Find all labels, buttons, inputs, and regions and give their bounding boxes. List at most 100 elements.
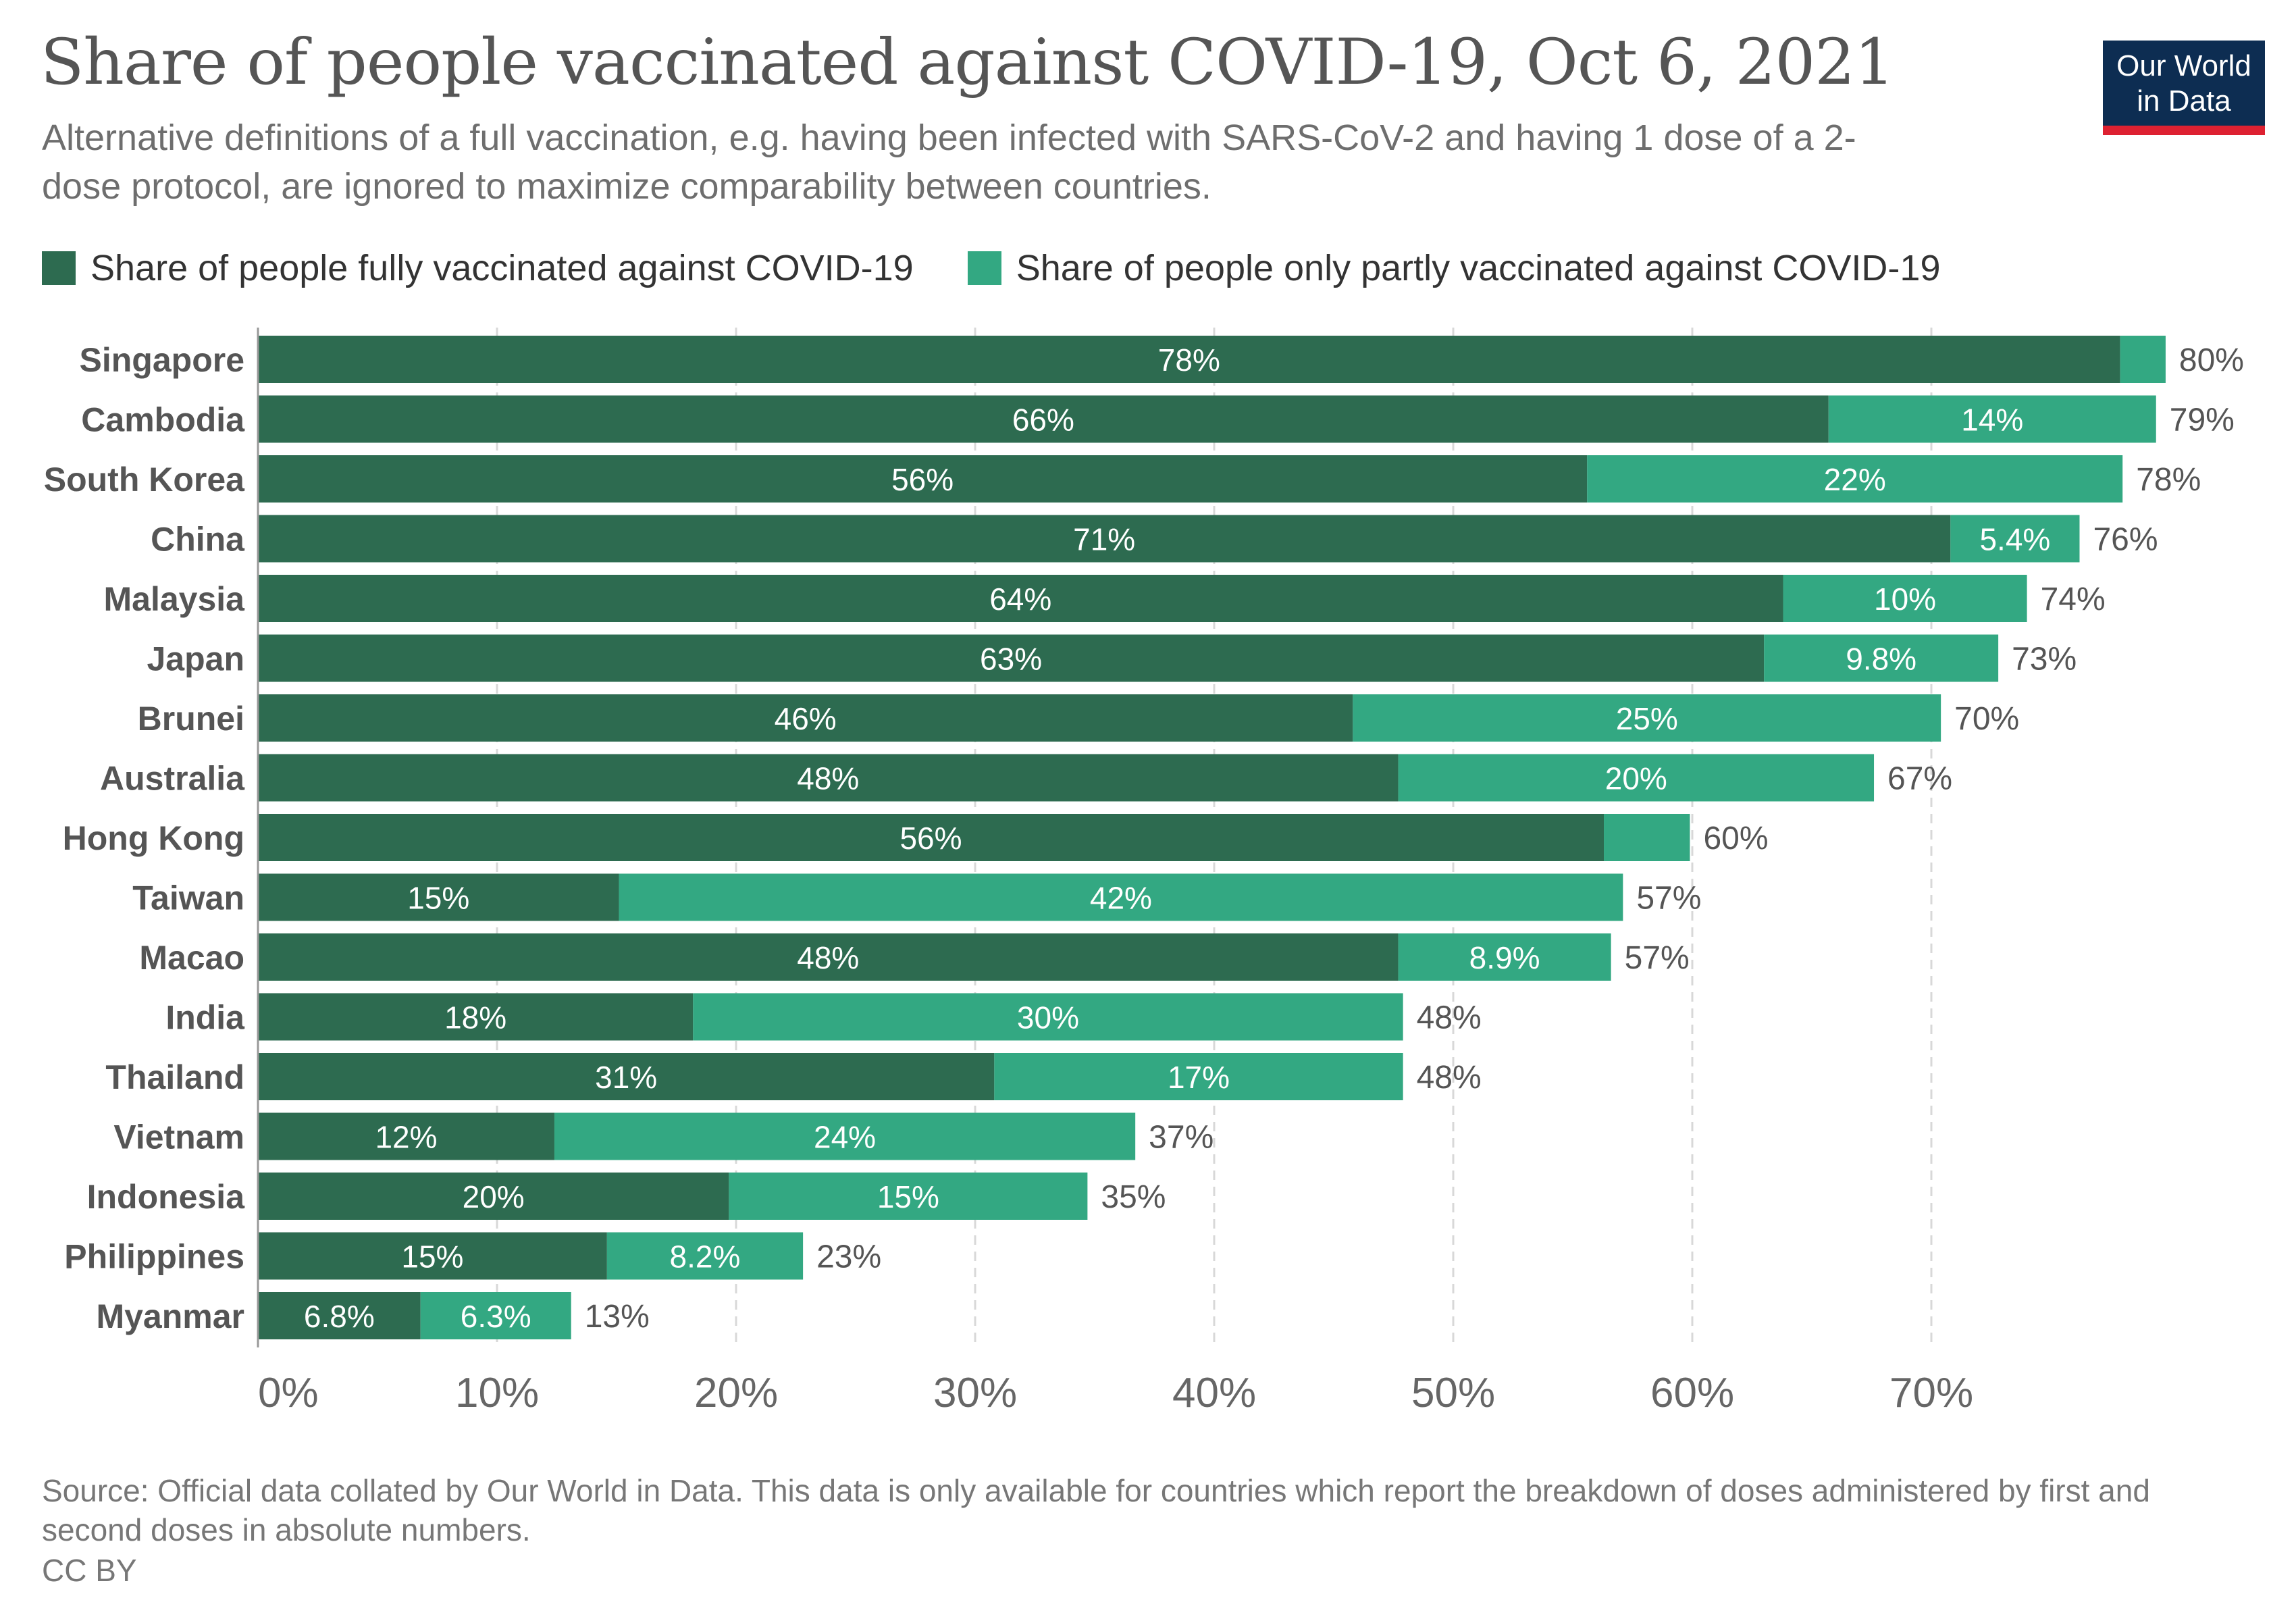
source-note: Source: Official data collated by Our Wo… [42,1473,2150,1547]
x-tick-label: 60% [1650,1370,1734,1416]
legend-label-fully: Share of people fully vaccinated against… [90,248,914,288]
legend-item-fully[interactable]: Share of people fully vaccinated against… [42,247,914,289]
category-label: Malaysia [104,580,246,618]
category-label: Taiwan [132,879,244,917]
category-label: Singapore [80,341,244,379]
bar-label-partly: 20% [1605,761,1667,796]
bar-label-partly: 5.4% [1979,522,2050,557]
bar-partly[interactable] [729,1173,1088,1220]
total-label: 37% [1149,1120,1214,1156]
bar-fully[interactable] [258,395,1829,443]
bar-partly[interactable] [420,1292,571,1339]
legend-label-partly: Share of people only partly vaccinated a… [1016,248,1941,288]
bar-partly[interactable] [1398,933,1611,981]
bar-label-fully: 56% [899,821,962,856]
total-label: 35% [1101,1179,1166,1215]
total-label: 73% [2012,642,2077,677]
chart-subtitle: Alternative definitions of a full vaccin… [42,118,1856,207]
bar-partly[interactable] [1828,395,2156,443]
total-label: 60% [1703,821,1768,856]
bar-label-partly: 25% [1616,701,1678,736]
bar-partly[interactable] [994,1053,1403,1100]
bar-label-fully: 48% [797,940,859,975]
logo-line-2: in Data [2137,84,2231,118]
legend: Share of people fully vaccinated against… [42,245,1994,292]
bar-label-partly: 8.9% [1469,940,1540,975]
bar-label-partly: 6.3% [461,1299,531,1334]
bar-fully[interactable] [258,1232,607,1280]
bar-label-partly: 8.2% [670,1239,741,1275]
bar-label-fully: 20% [463,1179,525,1214]
bar-label-fully: 71% [1073,522,1135,557]
total-label: 80% [2179,342,2244,378]
bar-label-fully: 18% [444,1000,506,1035]
bar-partly[interactable] [1950,515,2080,563]
bar-fully[interactable] [258,1112,554,1160]
category-label: Thailand [105,1058,244,1096]
bar-fully[interactable] [258,575,1783,622]
bar-partly[interactable] [693,993,1403,1041]
bar-label-partly: 9.8% [1846,642,1916,677]
bar-partly[interactable] [554,1112,1136,1160]
total-label: 70% [1954,701,2019,737]
bar-partly[interactable] [2120,336,2166,383]
bar-label-partly: 14% [1961,403,2023,438]
bar-label-fully: 15% [401,1239,463,1275]
bar-partly[interactable] [1783,575,2027,622]
category-label: Macao [139,939,244,977]
x-tick-label: 50% [1411,1370,1495,1416]
bar-label-fully: 46% [775,701,837,736]
category-label: Vietnam [113,1118,244,1156]
bar-label-fully: 63% [980,642,1042,677]
bar-partly[interactable] [1587,455,2123,503]
total-label: 78% [2136,462,2201,498]
bar-fully[interactable] [258,634,1765,682]
total-label: 48% [1417,1000,1482,1036]
bar-label-partly: 42% [1090,881,1152,916]
bar-partly[interactable] [1604,814,1690,861]
bar-label-fully: 78% [1158,342,1220,378]
category-label: South Korea [44,461,245,498]
bar-label-fully: 56% [891,462,954,497]
legend-swatch-partly [967,251,1001,285]
category-label: India [165,999,245,1037]
total-label: 23% [816,1239,881,1275]
category-label: Australia [100,760,245,798]
x-tick-label: 20% [694,1370,778,1416]
category-label: Indonesia [87,1178,246,1216]
bar-fully[interactable] [258,336,2120,383]
bar-partly[interactable] [1398,754,1875,802]
bar-label-fully: 6.8% [304,1299,375,1334]
legend-item-partly[interactable]: Share of people only partly vaccinated a… [967,247,1941,289]
bar-fully[interactable] [258,993,694,1041]
bar-chart: Singapore 78% 80% Cambodia 66% 14% 79% South Ko… [44,328,2244,1416]
owid-logo[interactable]: Our World in Data [2103,41,2265,135]
total-label: 48% [1417,1060,1482,1096]
bar-fully[interactable] [258,1292,421,1339]
chart-title: Share of people vaccinated against COVID… [41,26,1895,99]
bar-fully[interactable] [258,694,1353,742]
x-tick-label: 10% [455,1370,539,1416]
bar-partly[interactable] [619,873,1623,921]
total-label: 67% [1887,761,1952,797]
bar-label-partly: 24% [814,1120,876,1155]
category-label: Philippines [64,1238,244,1276]
category-label: Brunei [138,700,244,738]
bar-partly[interactable] [1353,694,1941,742]
bar-fully[interactable] [258,1053,995,1100]
logo-line-1: Our World [2116,49,2251,82]
bar-partly[interactable] [1764,634,1999,682]
bar-fully[interactable] [258,515,1951,563]
bar-fully[interactable] [258,814,1604,861]
bar-fully[interactable] [258,933,1399,981]
bar-fully[interactable] [258,1173,729,1220]
bar-fully[interactable] [258,873,619,921]
bar-fully[interactable] [258,455,1588,503]
bar-partly[interactable] [606,1232,804,1280]
x-tick-label: 0% [258,1370,319,1416]
labels: Singapore 78% 80% Cambodia 66% 14% 79% South Ko… [44,341,2244,1335]
x-tick-label: 30% [933,1370,1017,1416]
license-link[interactable]: CC BY [42,1553,137,1588]
total-label: 74% [2041,582,2106,617]
bar-fully[interactable] [258,754,1399,802]
